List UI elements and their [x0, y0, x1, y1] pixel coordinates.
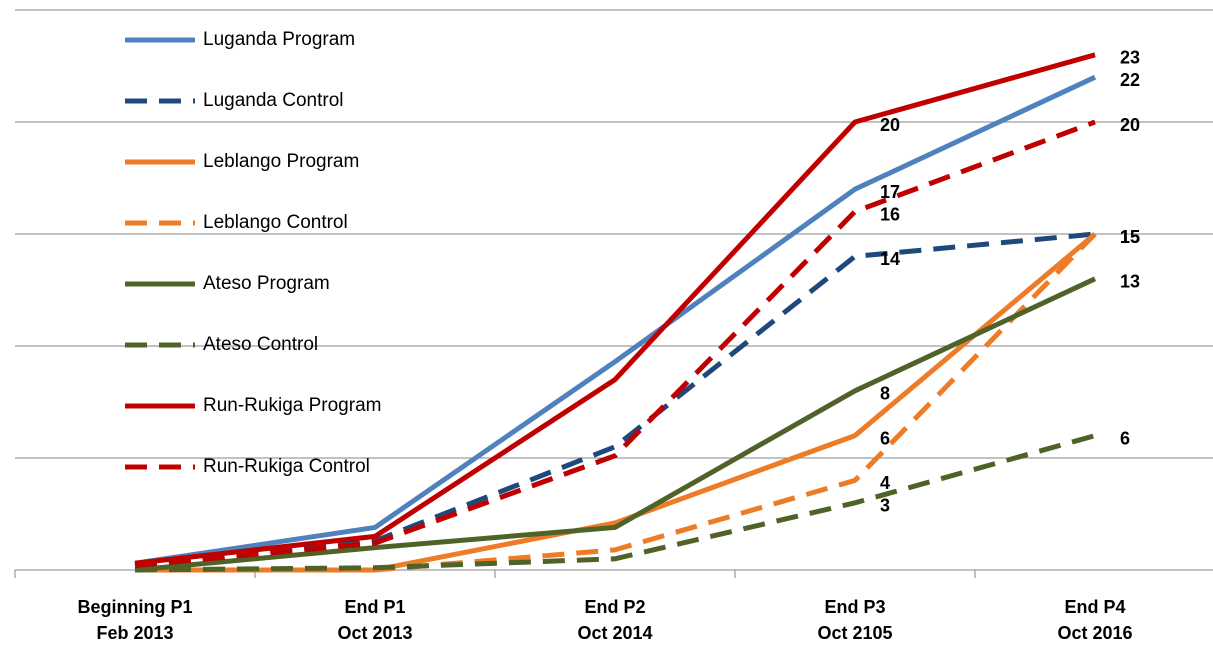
value-label: 22 [1120, 70, 1140, 90]
value-label: 20 [1120, 115, 1140, 135]
value-label: 16 [880, 204, 900, 224]
legend-label: Run-Rukiga Control [203, 456, 370, 477]
legend-label: Luganda Program [203, 29, 355, 50]
series-line [135, 232, 1097, 573]
x-tick-label: Feb 2013 [96, 623, 173, 643]
series-line [134, 433, 1096, 573]
value-label: 14 [880, 249, 900, 269]
value-label: 6 [880, 428, 890, 448]
x-tick-label: Oct 2013 [337, 623, 412, 643]
value-label: 20 [880, 115, 900, 135]
value-label: 15 [1120, 227, 1140, 247]
value-label: 13 [1120, 272, 1140, 292]
x-tick-label: End P4 [1064, 597, 1125, 617]
value-label: 23 [1120, 48, 1140, 68]
value-label: 15 [1120, 227, 1140, 247]
series-line [134, 276, 1097, 573]
x-tick-label: Oct 2014 [577, 623, 652, 643]
legend-label: Luganda Control [203, 90, 344, 111]
series-line [135, 232, 1097, 573]
value-label: 17 [880, 182, 900, 202]
series-line [134, 231, 1096, 569]
legend-label: Leblango Program [203, 151, 359, 172]
x-tick-label: Oct 2016 [1057, 623, 1132, 643]
value-label: 8 [880, 384, 890, 404]
x-tick-label: Beginning P1 [77, 597, 192, 617]
x-tick-label: End P3 [824, 597, 885, 617]
series-line [134, 52, 1096, 566]
value-label: 3 [880, 496, 890, 516]
series-line [134, 119, 1096, 569]
x-tick-label: Oct 2105 [817, 623, 892, 643]
x-tick-label: End P2 [584, 597, 645, 617]
legend-label: Ateso Program [203, 273, 330, 294]
series-line [134, 74, 1097, 566]
value-label: 15 [1120, 227, 1140, 247]
legend-label: Leblango Control [203, 212, 348, 233]
legend-label: Ateso Control [203, 334, 318, 355]
legend-label: Run-Rukiga Program [203, 395, 381, 416]
x-tick-label: End P1 [344, 597, 405, 617]
value-label: 6 [1120, 428, 1130, 448]
value-label: 4 [880, 473, 890, 493]
